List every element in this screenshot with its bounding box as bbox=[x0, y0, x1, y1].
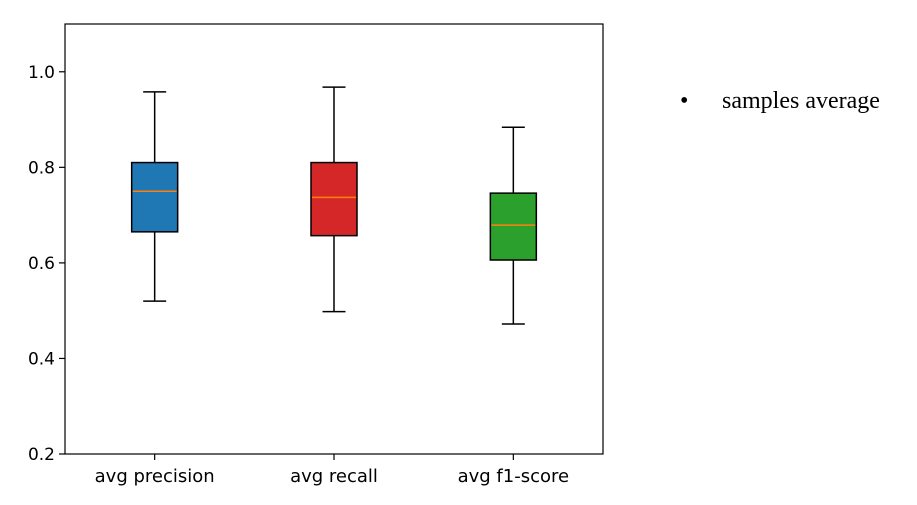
legend-note: • samples average bbox=[680, 88, 880, 115]
iqr-box bbox=[489, 192, 538, 261]
legend-note-text: samples average bbox=[722, 88, 880, 114]
bullet-marker: • bbox=[680, 88, 689, 114]
y-tick-label: 0.6 bbox=[28, 254, 55, 274]
y-tick-label: 1.0 bbox=[28, 63, 55, 83]
x-axis: avg precision avg recall avg f1-score bbox=[95, 454, 569, 487]
y-axis: 0.2 0.4 0.6 0.8 1.0 bbox=[28, 63, 65, 465]
x-tick-label: avg f1-score bbox=[458, 466, 569, 487]
box-1 bbox=[130, 91, 179, 302]
y-tick-label: 0.2 bbox=[28, 445, 55, 465]
iqr-box bbox=[310, 161, 358, 237]
iqr-box bbox=[130, 161, 179, 233]
boxes-group bbox=[130, 86, 538, 325]
box-3 bbox=[489, 126, 538, 325]
x-tick-label: avg recall bbox=[290, 466, 378, 487]
y-tick-label: 0.8 bbox=[28, 158, 55, 178]
box-2 bbox=[310, 86, 358, 313]
x-tick-label: avg precision bbox=[95, 466, 215, 487]
y-tick-label: 0.4 bbox=[28, 349, 55, 369]
